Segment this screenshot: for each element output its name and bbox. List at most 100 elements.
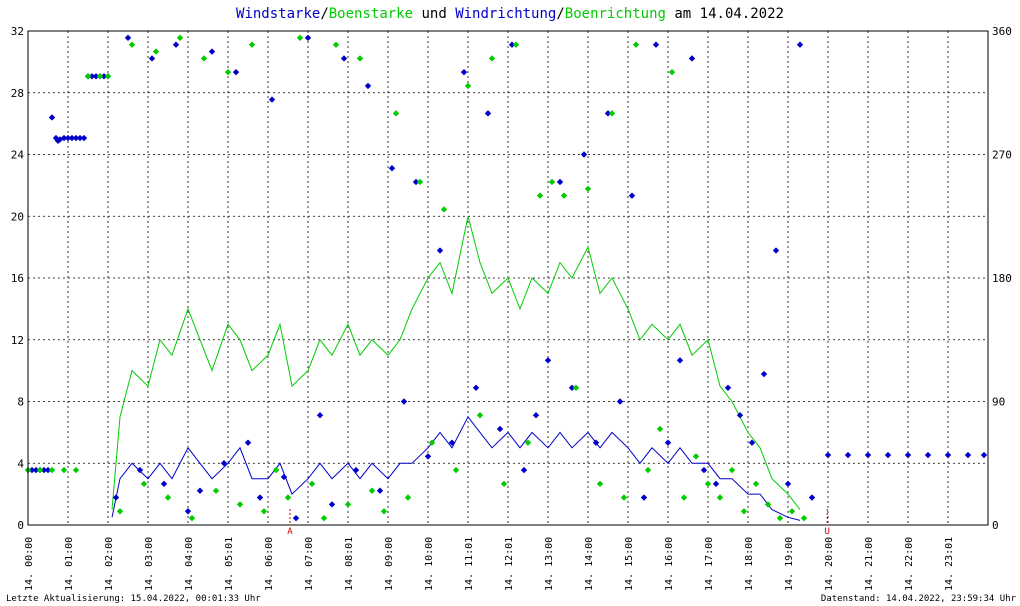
series-point-windrichtung [628,192,636,199]
series-point-boenrichtung [500,480,508,488]
series-point-boenrichtung [740,508,748,515]
series-point-windrichtung [760,370,768,378]
y-right-tick-label: 0 [992,519,999,532]
series-point-windrichtung [748,439,756,446]
series-point-windrichtung [232,68,240,76]
series-point-windrichtung [568,384,576,391]
series-point-windrichtung [88,73,96,80]
x-tick-label: 14. 17:00 [704,537,715,591]
x-tick-label: 14. 13:00 [544,537,555,591]
series-point-windrichtung [220,460,228,467]
series-point-boenrichtung [104,73,112,80]
series-point-windrichtung [964,451,972,459]
series-point-boenrichtung [96,73,104,80]
series-point-boenrichtung [440,206,448,213]
series-point-boenrichtung [344,501,352,508]
series-point-windrichtung [472,384,480,391]
x-tick-label: 14. 02:00 [104,537,115,591]
x-tick-label: 14. 01:00 [64,537,75,591]
series-point-boenrichtung [248,41,256,48]
series-point-boenrichtung [152,48,160,55]
marker-label: U [824,527,829,537]
x-tick-label: 14. 23:01 [944,537,955,591]
series-point-windrichtung [884,451,892,459]
series-point-windrichtung [448,439,456,446]
series-point-windrichtung [796,41,804,48]
series-point-windrichtung [460,68,468,76]
plot-frame [27,30,989,526]
series-point-windrichtung [640,494,648,501]
series-point-boenrichtung [236,501,244,508]
x-tick-label: 14. 05:01 [224,537,235,591]
series-point-boenrichtung [128,41,136,48]
chart-title-part-7: am 14.04.2022 [666,6,784,22]
series-point-windrichtung [592,439,600,446]
series-point-windrichtung [256,494,264,501]
series-point-windrichtung [436,247,444,254]
series-point-boenrichtung [632,41,640,48]
series-point-windrichtung [340,55,348,62]
series-point-windrichtung [136,466,144,474]
series-point-boenrichtung [524,439,532,446]
series-point-windrichtung [824,451,832,459]
y-left-tick-label: 12 [11,334,24,347]
series-point-windrichtung [904,451,912,459]
series-point-windrichtung [76,134,84,142]
series-point-boenrichtung [272,466,280,474]
series-point-boenrichtung [512,41,520,48]
y-left-tick-label: 24 [11,149,25,162]
series-point-boenrichtung [380,508,388,515]
series-point-boenrichtung [752,480,760,488]
series-point-windrichtung [580,151,588,158]
y-left-tick-label: 4 [17,457,24,470]
series-point-windrichtung [292,514,300,522]
y-left-tick-label: 28 [11,87,24,100]
x-tick-label: 14. 09:00 [384,537,395,591]
series-point-windrichtung [364,82,372,90]
series-point-boenrichtung [788,508,796,515]
series-point-boenrichtung [668,68,676,76]
y-right-tick-label: 270 [992,149,1012,162]
series-point-windrichtung [772,247,780,254]
series-point-boenrichtung [60,466,68,474]
series-point-boenrichtung [776,514,784,522]
series-point-boenrichtung [572,384,580,391]
footer-data-status: Datenstand: 14.04.2022, 23:59:34 Uhr [820,594,1016,604]
x-tick-label: 14. 19:00 [784,537,795,591]
x-tick-label: 14. 11:01 [464,537,475,591]
series-point-windrichtung [532,412,540,419]
series-point-boenrichtung [656,425,664,433]
series-point-windrichtung [556,178,564,186]
series-point-windrichtung [48,114,56,121]
series-point-windrichtung [924,451,932,459]
series-point-boenrichtung [84,73,92,80]
series-point-boenrichtung [404,494,412,501]
series-point-windrichtung [980,451,988,459]
chart-title-part-6: Boenrichtung [565,6,666,22]
series-point-boenrichtung [584,185,592,193]
series-point-windrichtung [32,466,40,474]
series-point-windrichtung [616,398,624,405]
y-right-tick-label: 180 [992,272,1012,285]
series-point-boenrichtung [36,466,44,474]
series-point-boenrichtung [560,192,568,199]
series-point-windrichtung [844,451,852,459]
chart-title-part-0: Windstarke [236,6,320,22]
x-tick-label: 14. 08:01 [344,537,355,591]
series-point-windrichtung [44,466,52,474]
y-left-tick-label: 16 [11,272,24,285]
series-point-boenrichtung [72,466,80,474]
series-point-windrichtung [60,134,68,142]
series-layer [24,34,988,522]
series-point-boenrichtung [548,178,556,186]
tick-labels: 0 4 8 12 16 20 24 28 32 0 90 180 270 360 14. 00:00 14. … [11,25,1012,591]
series-point-windrichtung [808,494,816,501]
y-right-tick-label: 360 [992,25,1012,38]
y-left-tick-label: 32 [11,25,24,38]
footer-last-update: Letzte Aktualisierung: 15.04.2022, 00:01… [6,594,261,604]
series-point-windrichtung [124,34,132,42]
series-point-boenrichtung [476,412,484,419]
series-point-boenrichtung [224,68,232,76]
series-point-boenrichtung [356,55,364,62]
series-point-boenrichtung [188,514,196,522]
